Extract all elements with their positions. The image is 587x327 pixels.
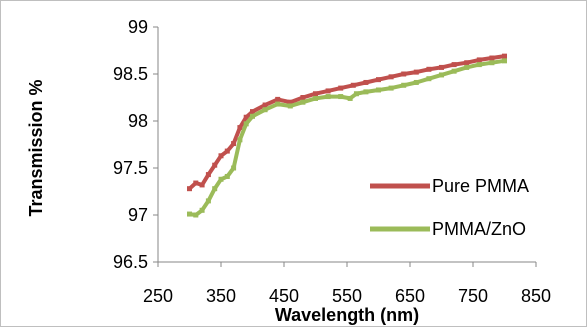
data-point: [218, 176, 224, 182]
series-line: [188, 54, 505, 191]
y-tick-label: 99: [128, 17, 148, 37]
data-point: [401, 82, 407, 88]
x-axis-title: Wavelength (nm): [275, 305, 419, 325]
series-layer: [187, 53, 507, 218]
data-point: [376, 87, 381, 93]
data-point: [300, 95, 306, 100]
data-point: [376, 77, 381, 83]
data-point: [353, 91, 359, 97]
y-tick-label: 98: [128, 111, 148, 131]
data-point: [439, 64, 444, 70]
series-1: [187, 58, 507, 218]
y-ticks: 96.5 97 97.5 98 98.5 99: [113, 17, 158, 272]
data-point: [338, 94, 344, 100]
data-point: [287, 99, 293, 105]
legend: Pure PMMA PMMA/ZnO: [370, 176, 529, 239]
x-tick-label: 750: [458, 286, 488, 306]
x-tick-label: 350: [206, 286, 236, 306]
data-point: [300, 99, 306, 105]
data-point: [243, 121, 249, 127]
data-point: [489, 55, 495, 61]
data-point: [451, 68, 457, 74]
data-point: [262, 107, 268, 113]
data-point: [313, 95, 318, 101]
data-point: [464, 60, 470, 66]
y-tick-label: 97.5: [113, 158, 148, 178]
data-point: [476, 62, 482, 68]
data-point: [325, 94, 331, 100]
data-point: [262, 102, 268, 108]
data-point: [502, 53, 507, 59]
data-point: [451, 62, 457, 68]
data-point: [350, 82, 356, 88]
data-point: [439, 72, 444, 78]
data-point: [218, 153, 224, 159]
x-tick-label: 250: [143, 286, 173, 306]
data-point: [401, 71, 407, 77]
x-tick-label: 450: [269, 286, 299, 306]
x-ticks: 250 350 450 550 650 750 850: [143, 262, 551, 306]
data-point: [426, 66, 432, 72]
data-point: [237, 137, 243, 143]
data-point: [275, 101, 281, 107]
x-tick-label: 650: [395, 286, 425, 306]
y-tick-label: 96.5: [113, 252, 148, 272]
data-point: [287, 103, 293, 109]
data-point: [388, 74, 394, 80]
data-point: [250, 113, 255, 119]
data-point: [347, 95, 353, 101]
data-point: [476, 57, 482, 63]
legend-item-pmma-zno: PMMA/ZnO: [370, 219, 526, 239]
data-point: [187, 211, 192, 217]
data-point: [212, 162, 218, 168]
data-point: [363, 79, 369, 85]
legend-label-pure-pmma: Pure PMMA: [432, 176, 529, 196]
data-point: [205, 198, 211, 204]
data-point: [489, 60, 495, 66]
y-tick-label: 98.5: [113, 64, 148, 84]
data-point: [502, 58, 507, 64]
data-point: [388, 85, 394, 91]
data-point: [212, 186, 218, 192]
data-point: [250, 109, 255, 115]
series-0: [187, 53, 507, 192]
data-point: [237, 125, 243, 131]
data-point: [193, 180, 199, 186]
data-point: [193, 212, 199, 218]
data-point: [199, 207, 205, 213]
data-point: [426, 76, 432, 82]
data-point: [413, 79, 419, 85]
data-point: [338, 85, 344, 91]
data-point: [224, 173, 230, 179]
data-point: [231, 165, 237, 171]
data-point: [325, 88, 331, 94]
data-point: [275, 96, 281, 102]
x-tick-label: 550: [332, 286, 362, 306]
legend-label-pmma-zno: PMMA/ZnO: [432, 219, 526, 239]
data-point: [363, 89, 369, 95]
y-axis-title: Transmission %: [26, 79, 46, 216]
legend-item-pure-pmma: Pure PMMA: [370, 176, 529, 196]
x-tick-label: 850: [521, 286, 551, 306]
data-point: [313, 91, 318, 97]
data-point: [187, 186, 192, 192]
data-point: [464, 64, 470, 70]
y-tick-label: 97: [128, 205, 148, 225]
data-point: [231, 141, 237, 147]
data-point: [199, 182, 205, 188]
data-point: [413, 69, 419, 75]
data-point: [224, 148, 230, 154]
data-point: [205, 172, 211, 178]
data-point: [243, 114, 249, 120]
